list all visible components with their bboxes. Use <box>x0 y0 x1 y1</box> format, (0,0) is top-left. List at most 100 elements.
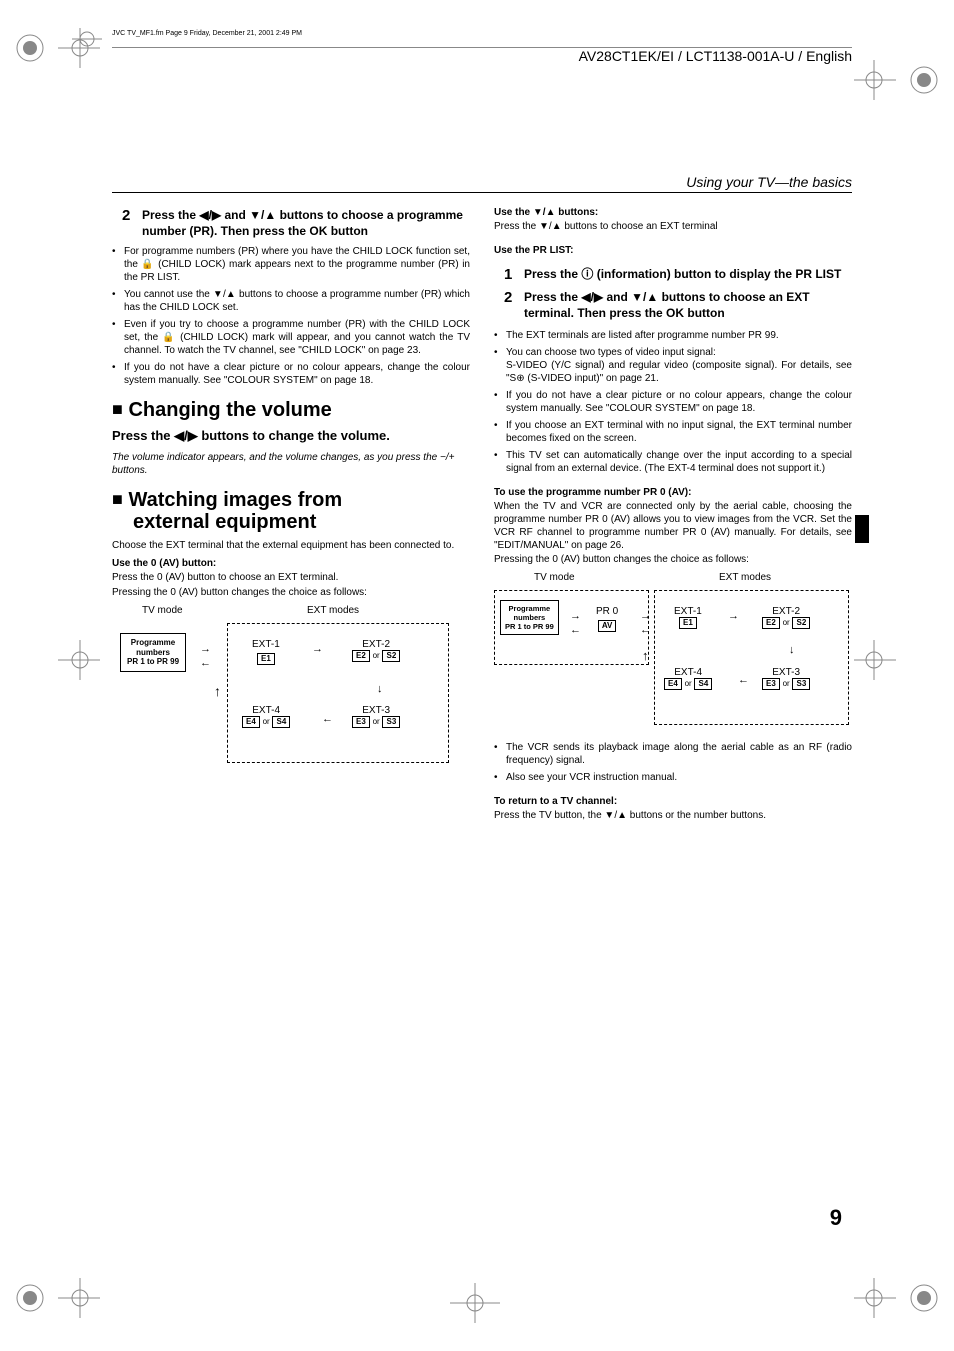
arrow-right-icon: → <box>728 610 739 622</box>
pr0-heading: To use the programme number PR 0 (AV): <box>494 487 852 498</box>
box-line: PR 1 to PR 99 <box>505 622 554 631</box>
arrow-left-icon: ← <box>570 624 581 636</box>
use-down-label: Use the ▼/▲ buttons: <box>494 207 852 218</box>
body-text: Press the TV button, the ▼/▲ buttons or … <box>494 809 852 822</box>
tag: E3 <box>762 678 780 690</box>
step-number: 2 <box>122 207 142 239</box>
step-number: 1 <box>504 266 524 283</box>
crop-mark-br <box>854 1273 944 1323</box>
bullet-item: The EXT terminals are listed after progr… <box>494 329 852 342</box>
tag: S3 <box>382 716 400 728</box>
bullet-item: For programme numbers (PR) where you hav… <box>112 245 470 284</box>
heading-text: external equipment <box>133 511 316 533</box>
body-text: Pressing the 0 (AV) button changes the c… <box>112 586 470 599</box>
ext4-group: EXT-4 E4 or S4 <box>242 705 290 728</box>
use-av-label: Use the 0 (AV) button: <box>112 558 470 569</box>
bullet-item: Even if you try to choose a programme nu… <box>112 318 470 357</box>
ext-label: PR 0 <box>596 606 618 617</box>
ext-mode-diagram-right: TV mode EXT modes Programme numbers PR 1… <box>494 572 852 737</box>
or-label: or <box>263 717 270 726</box>
heading-text: Watching images from <box>128 489 342 511</box>
tag: S2 <box>382 650 400 662</box>
or-label: or <box>685 679 692 688</box>
bullet-item: You cannot use the ▼/▲ buttons to choose… <box>112 288 470 314</box>
bullet-item: This TV set can automatically change ove… <box>494 449 852 475</box>
tag: E1 <box>679 617 697 629</box>
box-line: numbers <box>514 613 546 622</box>
tag: E4 <box>664 678 682 690</box>
tag: E2 <box>762 617 780 629</box>
programme-box: Programme numbers PR 1 to PR 99 <box>120 633 186 672</box>
arrow-down-icon: ↓ <box>377 683 383 695</box>
crop-mark-bc <box>450 1283 500 1323</box>
crop-mark-bl <box>10 1273 100 1323</box>
tag: S2 <box>792 617 810 629</box>
crop-mark-ml <box>10 640 100 680</box>
tag: E2 <box>352 650 370 662</box>
ext2-group: EXT-2 E2 or S2 <box>762 606 810 629</box>
section-title: Using your TV—the basics <box>112 174 852 190</box>
tag: E1 <box>257 653 275 665</box>
diag-label-tvmode: TV mode <box>142 605 183 616</box>
bullet-item: You can choose two types of video input … <box>494 346 852 385</box>
left-column: 2 Press the ◀/▶ and ▼/▲ buttons to choos… <box>112 207 470 828</box>
arrow-right-icon: → <box>570 610 581 622</box>
box-line: PR 1 to PR 99 <box>127 657 179 666</box>
italic-note: The volume indicator appears, and the vo… <box>112 451 470 477</box>
box-line: Programme <box>509 604 551 613</box>
body-text: Choose the EXT terminal that the externa… <box>112 539 470 552</box>
page-edge-tab <box>855 515 869 543</box>
bullet-list: The VCR sends its playback image along t… <box>494 741 852 784</box>
ext3-group: EXT-3 E3 or S3 <box>762 667 810 690</box>
diag-label-extmodes: EXT modes <box>307 605 359 616</box>
ext1-group: EXT-1 E1 <box>252 639 280 665</box>
subheading: Press the ◀/▶ buttons to change the volu… <box>112 428 470 445</box>
tag: E4 <box>242 716 260 728</box>
ext-label: EXT-3 <box>762 667 810 678</box>
model-header: AV28CT1EK/EI / LCT1138-001A-U / English <box>112 48 852 64</box>
tag: S4 <box>272 716 290 728</box>
bullet-item: The VCR sends its playback image along t… <box>494 741 852 767</box>
tag: AV <box>598 620 617 632</box>
pr0-group: PR 0 AV <box>596 606 618 632</box>
heading-volume: ■ Changing the volume <box>112 399 470 422</box>
step-text: Press the ◀/▶ and ▼/▲ buttons to choose … <box>524 289 852 321</box>
ext-label: EXT-4 <box>664 667 712 678</box>
box-line: numbers <box>136 648 170 657</box>
body-text: Press the ▼/▲ buttons to choose an EXT t… <box>494 220 852 233</box>
ext-label: EXT-2 <box>762 606 810 617</box>
ext-mode-diagram-left: TV mode EXT modes Programme numbers PR 1… <box>112 605 470 775</box>
step-text: Press the ◀/▶ and ▼/▲ buttons to choose … <box>142 207 470 239</box>
bullet-item: If you do not have a clear picture or no… <box>494 389 852 415</box>
ext3-group: EXT-3 E3 or S3 <box>352 705 400 728</box>
tag: S4 <box>694 678 712 690</box>
tag: S3 <box>792 678 810 690</box>
ext4-group: EXT-4 E4 or S4 <box>664 667 712 690</box>
or-label: or <box>373 717 380 726</box>
ext1-group: EXT-1 E1 <box>674 606 702 629</box>
arrow-left-icon: ← <box>738 674 749 686</box>
heading-external: ■ Watching images fromexternal equipment <box>112 489 470 533</box>
ext-label: EXT-1 <box>252 639 280 650</box>
bullet-item: If you do not have a clear picture or no… <box>112 361 470 387</box>
fm-header: JVC TV_MF1.fm Page 9 Friday, December 21… <box>112 30 852 37</box>
arrow-up-icon: ↑ <box>642 648 649 663</box>
body-text: Pressing the 0 (AV) button changes the c… <box>494 553 852 566</box>
ext-label: EXT-4 <box>242 705 290 716</box>
arrow-down-icon: ↓ <box>789 644 795 656</box>
arrow-right-icon: → <box>312 643 323 655</box>
body-text: Press the 0 (AV) button to choose an EXT… <box>112 571 470 584</box>
arrow-up-icon: ↑ <box>214 683 221 699</box>
tag: E3 <box>352 716 370 728</box>
ext-label: EXT-3 <box>352 705 400 716</box>
ext2-group: EXT-2 E2 or S2 <box>352 639 400 662</box>
page-number: 9 <box>830 1205 842 1231</box>
or-label: or <box>783 618 790 627</box>
diag-label-tvmode: TV mode <box>534 572 575 583</box>
ext-label: EXT-1 <box>674 606 702 617</box>
or-label: or <box>373 651 380 660</box>
doc-icon <box>72 29 102 49</box>
use-prlist-label: Use the PR LIST: <box>494 245 852 256</box>
body-text: When the TV and VCR are connected only b… <box>494 500 852 552</box>
right-column: Use the ▼/▲ buttons: Press the ▼/▲ butto… <box>494 207 852 828</box>
